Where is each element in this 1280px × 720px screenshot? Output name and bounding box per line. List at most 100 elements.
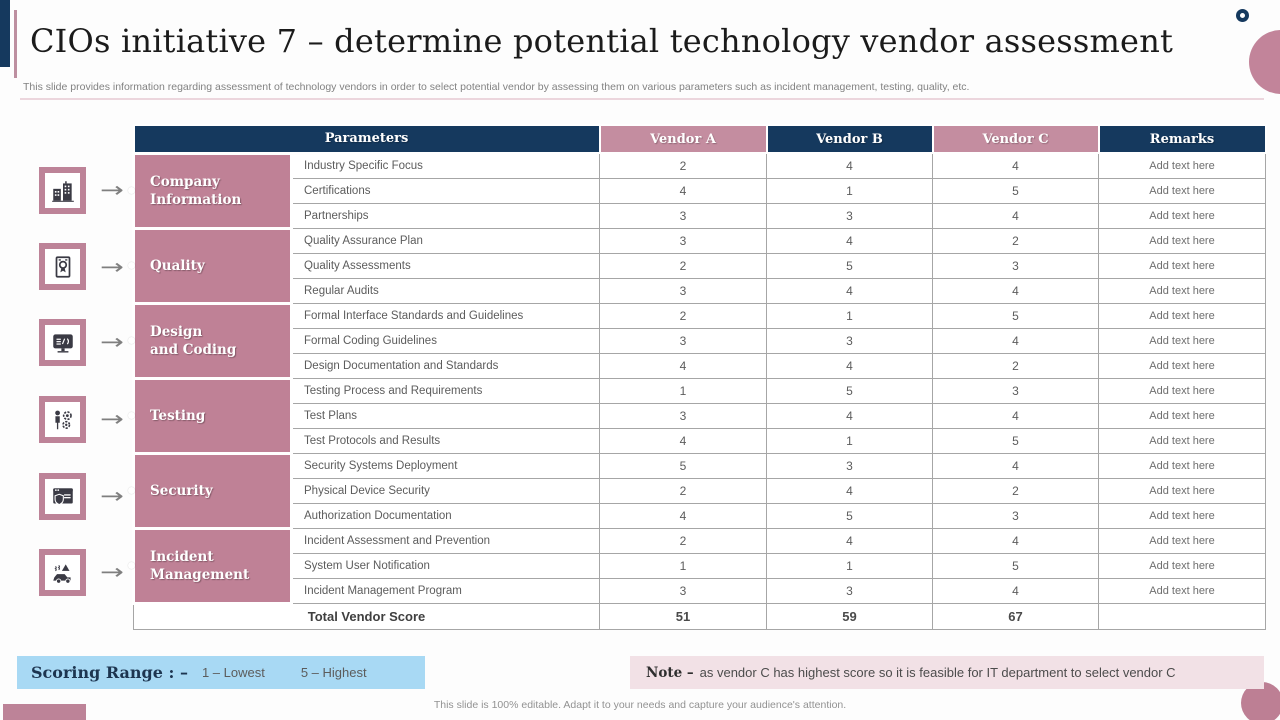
table-row: Incident Management Incident Assessment … xyxy=(128,526,1266,605)
vendor-c-score: 3 xyxy=(932,377,1099,404)
vendor-b-score: 1 xyxy=(766,302,933,329)
vendor-a-score: 4 xyxy=(599,352,767,379)
remarks-placeholder[interactable]: Add text here xyxy=(1098,327,1266,354)
remarks-placeholder[interactable]: Add text here xyxy=(1098,177,1266,204)
vendor-b-score: 5 xyxy=(766,377,933,404)
vendor-c-score: 2 xyxy=(932,352,1099,379)
vendor-b-score: 3 xyxy=(766,202,933,229)
vendor-b-score: 4 xyxy=(766,152,933,179)
vendor-c-score: 5 xyxy=(932,427,1099,454)
parameter-cell: Authorization Documentation xyxy=(291,502,600,529)
parameter-cell: System User Notification xyxy=(291,552,600,579)
remarks-placeholder[interactable]: Add text here xyxy=(1098,477,1266,504)
vendor-c-score: 2 xyxy=(932,477,1099,504)
group-cell-quality: Quality xyxy=(128,226,293,305)
parameter-cell: Incident Assessment and Prevention xyxy=(291,527,600,554)
vendor-assessment-table: Parameters Vendor A Vendor B Vendor C Re… xyxy=(128,124,1267,630)
scoring-low: 1 – Lowest xyxy=(201,665,265,680)
remarks-placeholder[interactable]: Add text here xyxy=(1098,402,1266,429)
parameter-cell: Regular Audits xyxy=(291,277,600,304)
vendor-b-score: 4 xyxy=(766,402,933,429)
vendor-b-score: 4 xyxy=(766,352,933,379)
total-vendor-a: 51 xyxy=(599,602,767,630)
title-side-rule xyxy=(14,10,17,78)
parameter-cell: Security Systems Deployment xyxy=(291,452,600,479)
parameter-cell: Partnerships xyxy=(291,202,600,229)
remarks-placeholder[interactable]: Add text here xyxy=(1098,577,1266,604)
circle-decoration-top-right xyxy=(1249,30,1280,94)
table-row: Quality Assessments 2 5 3 Add text here xyxy=(134,252,1266,279)
note-callout: Note – as vendor C has highest score so … xyxy=(630,656,1264,689)
parameter-cell: Physical Device Security xyxy=(291,477,600,504)
parameter-cell: Quality Assurance Plan xyxy=(291,227,600,254)
vendor-c-score: 5 xyxy=(932,302,1099,329)
vendor-b-score: 3 xyxy=(766,452,933,479)
table-row: Testing Testing Process and Requirements… xyxy=(128,376,1266,455)
vendor-b-score: 1 xyxy=(766,552,933,579)
table-row: Incident Management Program 3 3 4 Add te… xyxy=(134,577,1266,604)
header-vendor-b: Vendor B xyxy=(765,124,934,154)
remarks-placeholder[interactable]: Add text here xyxy=(1098,452,1266,479)
remarks-placeholder[interactable]: Add text here xyxy=(1098,152,1266,179)
bullet-icon xyxy=(128,187,135,194)
arrow-right-icon: → xyxy=(100,560,124,584)
vendor-a-score: 1 xyxy=(599,552,767,579)
company-buildings-icon xyxy=(39,167,86,214)
divider xyxy=(20,98,1264,100)
vendor-c-score: 4 xyxy=(932,577,1099,604)
note-text: as vendor C has highest score so it is f… xyxy=(699,665,1176,680)
table-row: Certifications 4 1 5 Add text here xyxy=(134,177,1266,204)
vendor-c-score: 4 xyxy=(932,527,1099,554)
vendor-b-score: 1 xyxy=(766,177,933,204)
bullet-icon xyxy=(128,412,135,419)
remarks-placeholder[interactable]: Add text here xyxy=(1098,202,1266,229)
remarks-placeholder[interactable]: Add text here xyxy=(1098,427,1266,454)
remarks-placeholder[interactable]: Add text here xyxy=(1098,502,1266,529)
remarks-placeholder[interactable]: Add text here xyxy=(1098,352,1266,379)
table-row: Test Protocols and Results 4 1 5 Add tex… xyxy=(134,427,1266,454)
table-row: Security Security Systems Deployment 5 3… xyxy=(128,451,1266,530)
arrow-right-icon: → xyxy=(100,178,124,202)
vendor-b-score: 4 xyxy=(766,527,933,554)
remarks-placeholder[interactable]: Add text here xyxy=(1098,552,1266,579)
table-row: System User Notification 1 1 5 Add text … xyxy=(134,552,1266,579)
header-remarks: Remarks xyxy=(1097,124,1267,154)
design-coding-icon xyxy=(39,319,86,366)
remarks-placeholder[interactable]: Add text here xyxy=(1098,377,1266,404)
remarks-placeholder[interactable]: Add text here xyxy=(1098,252,1266,279)
security-icon xyxy=(39,473,86,520)
total-score-label: Total Vendor Score xyxy=(133,602,600,630)
arrow-right-icon: → xyxy=(100,330,124,354)
vendor-c-score: 5 xyxy=(932,177,1099,204)
total-vendor-c: 67 xyxy=(932,602,1099,630)
remarks-placeholder[interactable]: Add text here xyxy=(1098,277,1266,304)
vendor-a-score: 3 xyxy=(599,327,767,354)
vendor-b-score: 4 xyxy=(766,477,933,504)
vendor-a-score: 3 xyxy=(599,277,767,304)
parameter-cell: Certifications xyxy=(291,177,600,204)
parameter-cell: Quality Assessments xyxy=(291,252,600,279)
vendor-c-score: 4 xyxy=(932,202,1099,229)
vendor-c-score: 3 xyxy=(932,502,1099,529)
header-parameters: Parameters xyxy=(132,124,601,154)
vendor-a-score: 4 xyxy=(599,177,767,204)
parameter-cell: Test Plans xyxy=(291,402,600,429)
incident-management-icon xyxy=(39,549,86,596)
bullet-icon xyxy=(128,337,135,344)
scoring-high: 5 – Highest xyxy=(300,665,367,680)
page-subtitle: This slide provides information regardin… xyxy=(23,81,970,93)
vendor-c-score: 4 xyxy=(932,152,1099,179)
rect-decoration-bottom-left xyxy=(3,704,86,720)
vendor-a-score: 2 xyxy=(599,252,767,279)
group-cell-company-information: Company Information xyxy=(128,151,293,230)
remarks-placeholder[interactable]: Add text here xyxy=(1098,302,1266,329)
vendor-b-score: 3 xyxy=(766,577,933,604)
vendor-c-score: 3 xyxy=(932,252,1099,279)
remarks-placeholder[interactable]: Add text here xyxy=(1098,227,1266,254)
remarks-placeholder[interactable]: Add text here xyxy=(1098,527,1266,554)
table-row: Design and Coding Formal Interface Stand… xyxy=(128,301,1266,380)
scoring-range-callout: Scoring Range : – 1 – Lowest 5 – Highest xyxy=(17,656,425,689)
table-row: Formal Coding Guidelines 3 3 4 Add text … xyxy=(134,327,1266,354)
vendor-a-score: 5 xyxy=(599,452,767,479)
table-total-row: Total Vendor Score 51 59 67 xyxy=(133,602,1266,630)
